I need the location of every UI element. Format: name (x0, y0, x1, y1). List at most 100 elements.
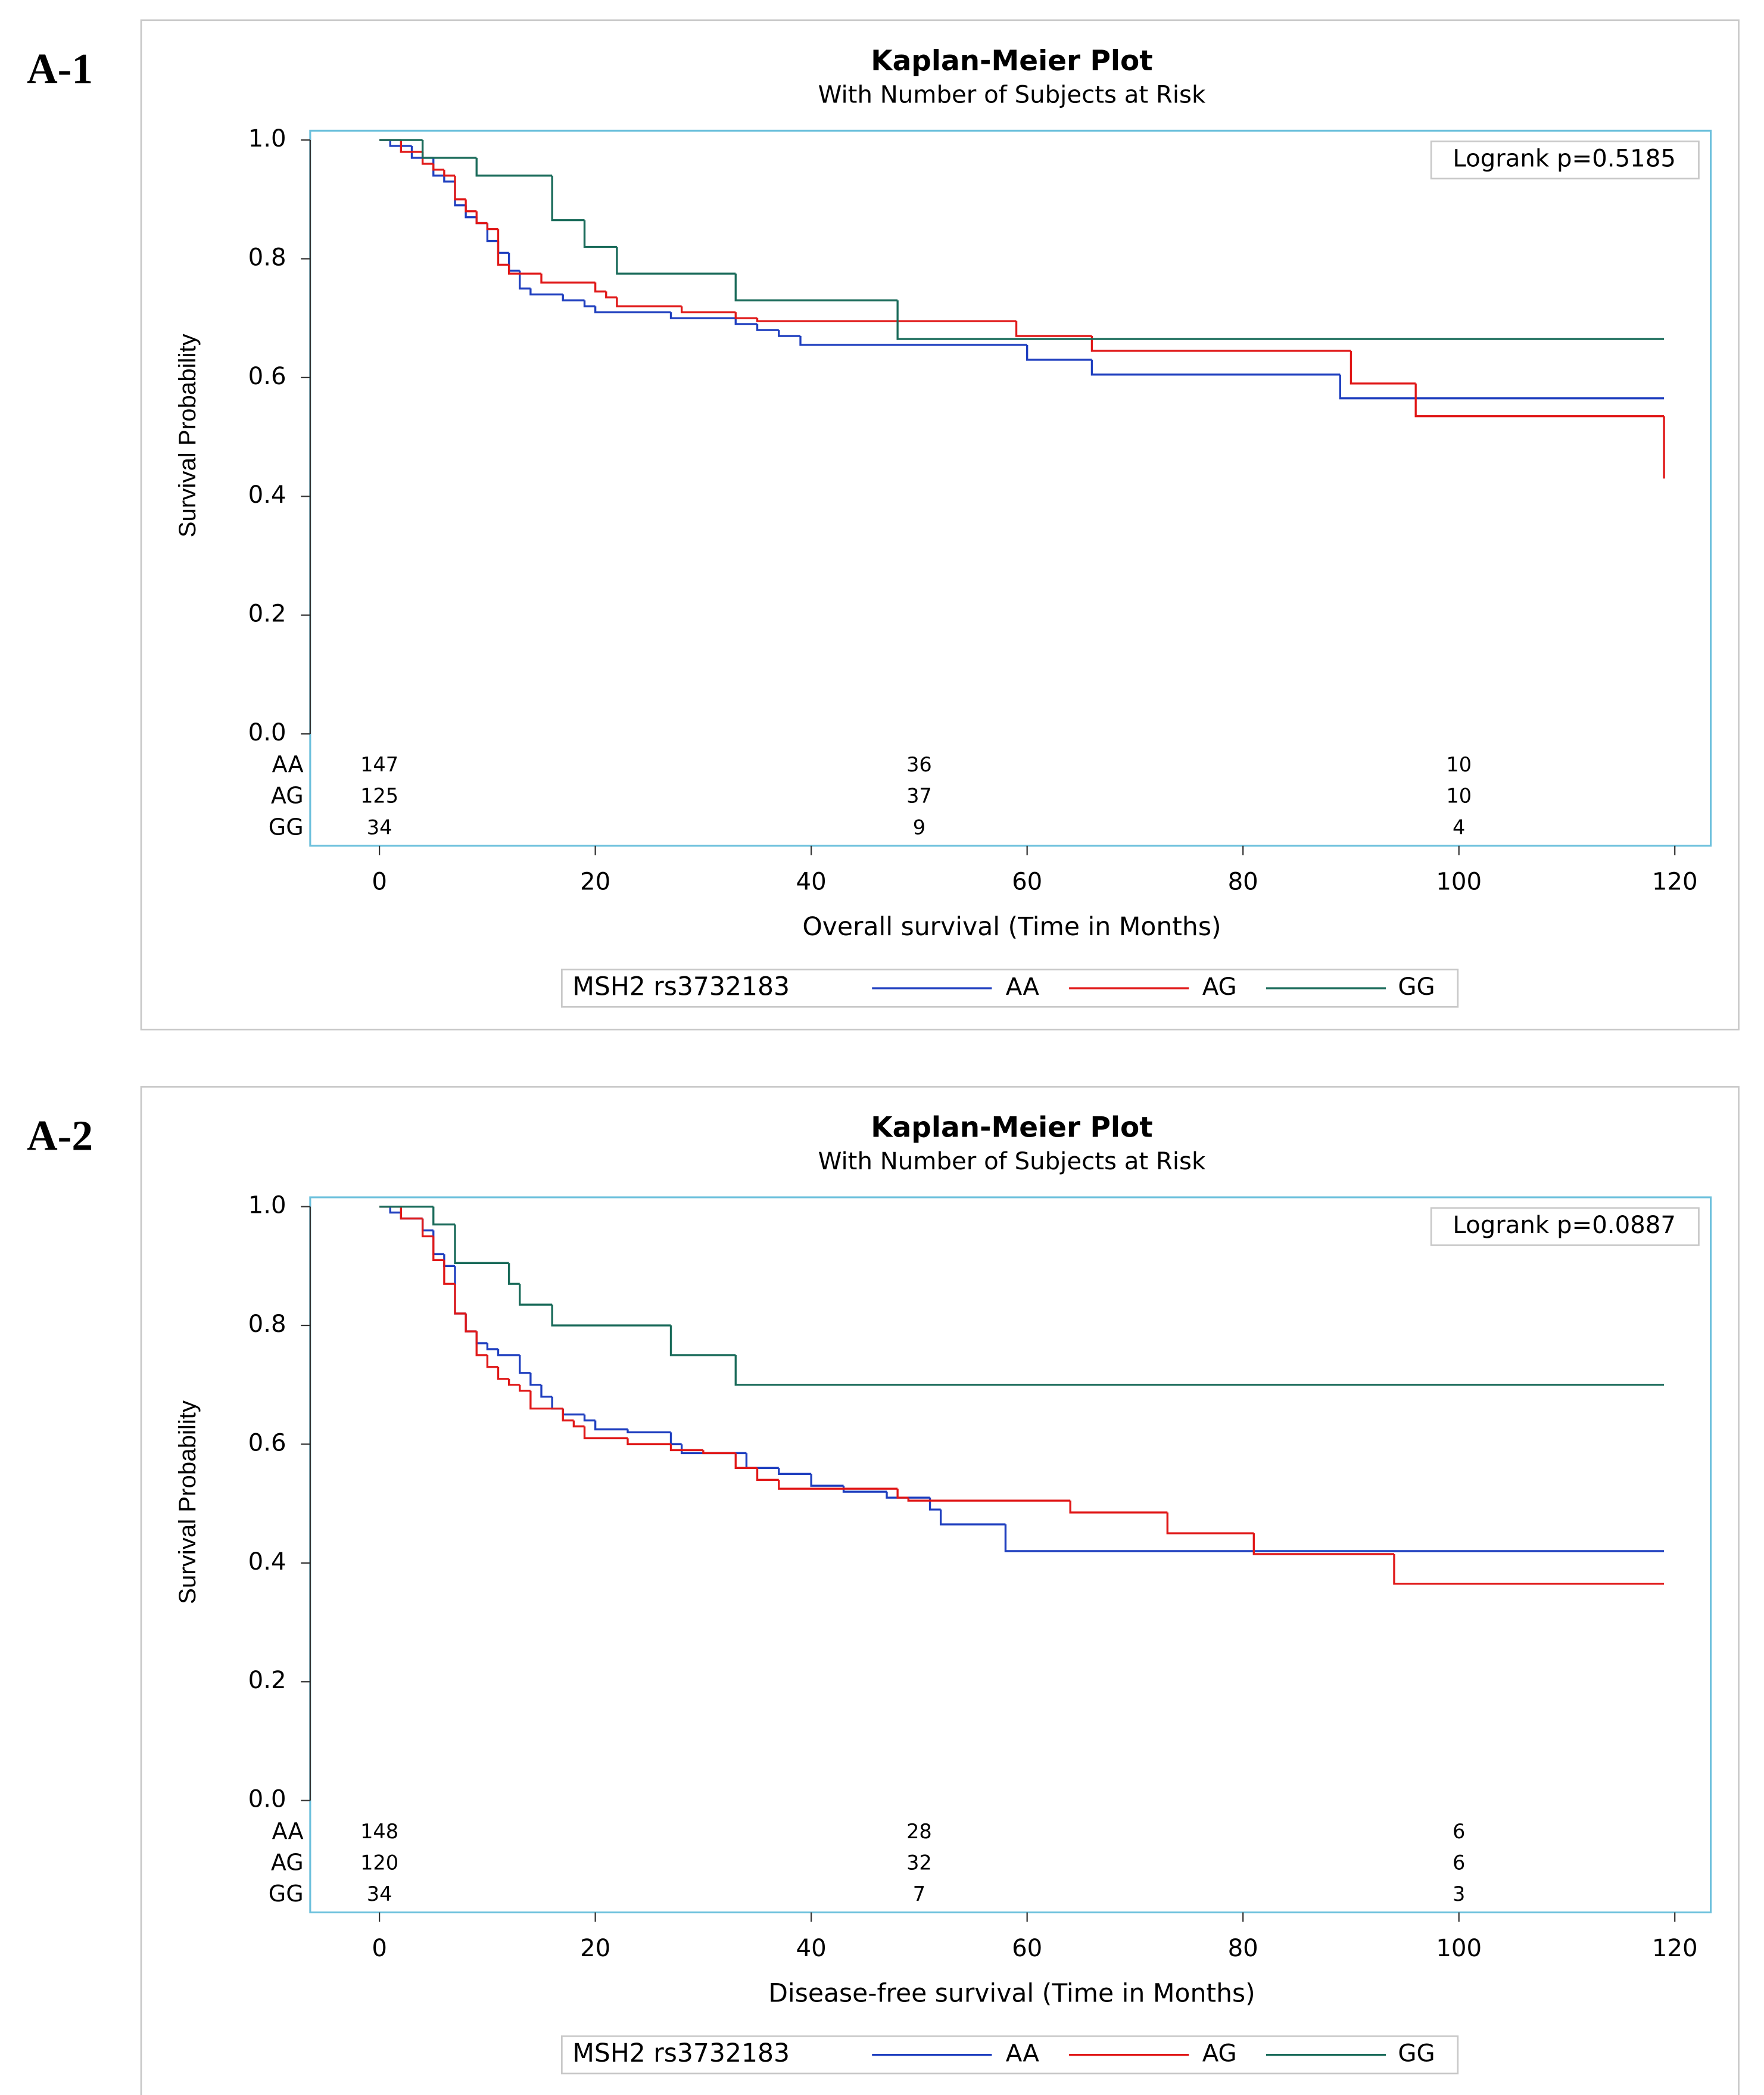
survival-step (1414, 383, 1665, 418)
survival-step (529, 1390, 563, 1410)
survival-step (583, 300, 596, 307)
survival-step (734, 273, 898, 301)
x-axis-label: Overall survival (Time in Months) (802, 913, 1221, 942)
survival-step (810, 1474, 844, 1487)
survival-step (778, 330, 801, 337)
survival-step (507, 1263, 520, 1285)
survival-step (551, 1305, 671, 1327)
survival-step (1166, 1512, 1254, 1534)
survival-step (1339, 374, 1665, 400)
chart-subtitle: With Number of Subjects at Risk (818, 1148, 1206, 1175)
survival-step (529, 288, 563, 295)
y-tick-label: 0.8 (248, 244, 286, 271)
survival-step (669, 1325, 736, 1356)
at-risk-group: AG (271, 783, 304, 809)
at-risk-count: 7 (913, 1882, 925, 1906)
x-axis-label: Disease-free survival (Time in Months) (768, 1979, 1255, 2009)
y-tick-label: 0.6 (248, 1429, 286, 1456)
x-tick-label: 120 (1652, 868, 1698, 895)
survival-step (1252, 1533, 1394, 1555)
survival-step (519, 1284, 553, 1306)
x-tick-label: 100 (1436, 868, 1482, 895)
survival-step (421, 1218, 434, 1238)
at-risk-count: 6 (1453, 1820, 1465, 1843)
survival-step (519, 1384, 531, 1392)
survival-step (583, 220, 617, 248)
y-axis-label: Survival Probability (174, 333, 201, 537)
survival-step (507, 264, 541, 275)
survival-step (519, 1355, 531, 1374)
survival-step (669, 1444, 703, 1452)
survival-step (507, 1378, 520, 1386)
survival-step (627, 1438, 671, 1446)
at-risk-count: 32 (906, 1851, 932, 1874)
at-risk-group: GG (269, 1881, 304, 1907)
panel-label: A-2 (27, 1112, 93, 1159)
survival-step (432, 1236, 444, 1262)
y-tick-label: 0.4 (248, 481, 286, 509)
survival-step (454, 175, 466, 201)
survival-step (605, 291, 617, 298)
chart-title: Kaplan-Meier Plot (871, 45, 1152, 77)
y-tick-label: 0.0 (248, 719, 286, 746)
legend-label: AA (1006, 973, 1040, 1001)
at-risk-count: 10 (1446, 753, 1472, 776)
survival-step (756, 1468, 779, 1481)
at-risk-group: AG (271, 1849, 304, 1875)
at-risk-group: AA (272, 751, 304, 777)
chart-title: Kaplan-Meier Plot (871, 1111, 1152, 1144)
survival-step (519, 270, 531, 289)
survival-step (1015, 321, 1092, 337)
survival-step (389, 140, 412, 147)
survival-step (680, 306, 736, 313)
at-risk-count: 9 (913, 815, 925, 839)
annotation: Logrank p=0.5185 (1453, 145, 1676, 173)
y-tick-label: 1.0 (248, 125, 286, 152)
x-tick-label: 120 (1652, 1935, 1698, 1962)
survival-step (886, 1492, 930, 1499)
x-tick-label: 20 (580, 1935, 610, 1962)
at-risk-count: 36 (906, 753, 932, 776)
at-risk-count: 34 (367, 815, 392, 839)
x-tick-label: 60 (1012, 868, 1042, 895)
at-risk-group: GG (269, 814, 304, 840)
survival-step (497, 1349, 520, 1356)
legend-label: AA (1006, 2040, 1040, 2068)
x-tick-label: 60 (1012, 1935, 1042, 1962)
annotation: Logrank p=0.0887 (1453, 1212, 1676, 1239)
x-tick-label: 40 (796, 1935, 827, 1962)
km-panel: A-2 Kaplan-Meier Plot With Number of Subje… (27, 1086, 1740, 2095)
at-risk-count: 148 (360, 1820, 398, 1843)
survival-step (432, 163, 444, 171)
survival-step (734, 1453, 758, 1470)
survival-step (896, 1489, 909, 1499)
survival-step (562, 294, 585, 301)
chart-subtitle: With Number of Subjects at Risk (818, 81, 1206, 108)
x-tick-label: 40 (796, 868, 827, 895)
survival-step (465, 1313, 477, 1333)
survival-step (421, 140, 477, 159)
survival-step (475, 211, 488, 225)
x-tick-label: 0 (372, 868, 387, 895)
survival-step (594, 1420, 628, 1431)
survival-step (1090, 359, 1341, 376)
at-risk-count: 28 (906, 1820, 932, 1843)
survival-step (594, 306, 671, 313)
legend-label: GG (1398, 973, 1435, 1001)
at-risk-count: 37 (906, 785, 932, 808)
survival-step (583, 1414, 596, 1422)
survival-step (939, 1509, 1006, 1526)
survival-step (540, 273, 596, 284)
survival-step (778, 1480, 898, 1490)
survival-step (734, 318, 758, 325)
x-tick-label: 0 (372, 1935, 387, 1962)
survival-step (486, 223, 498, 231)
y-tick-label: 0.8 (248, 1310, 286, 1338)
y-tick-label: 1.0 (248, 1192, 286, 1219)
survival-step (799, 336, 1027, 346)
survival-step (1004, 1524, 1665, 1552)
y-tick-label: 0.6 (248, 363, 286, 390)
survival-step (389, 1206, 401, 1214)
survival-step (616, 297, 682, 307)
